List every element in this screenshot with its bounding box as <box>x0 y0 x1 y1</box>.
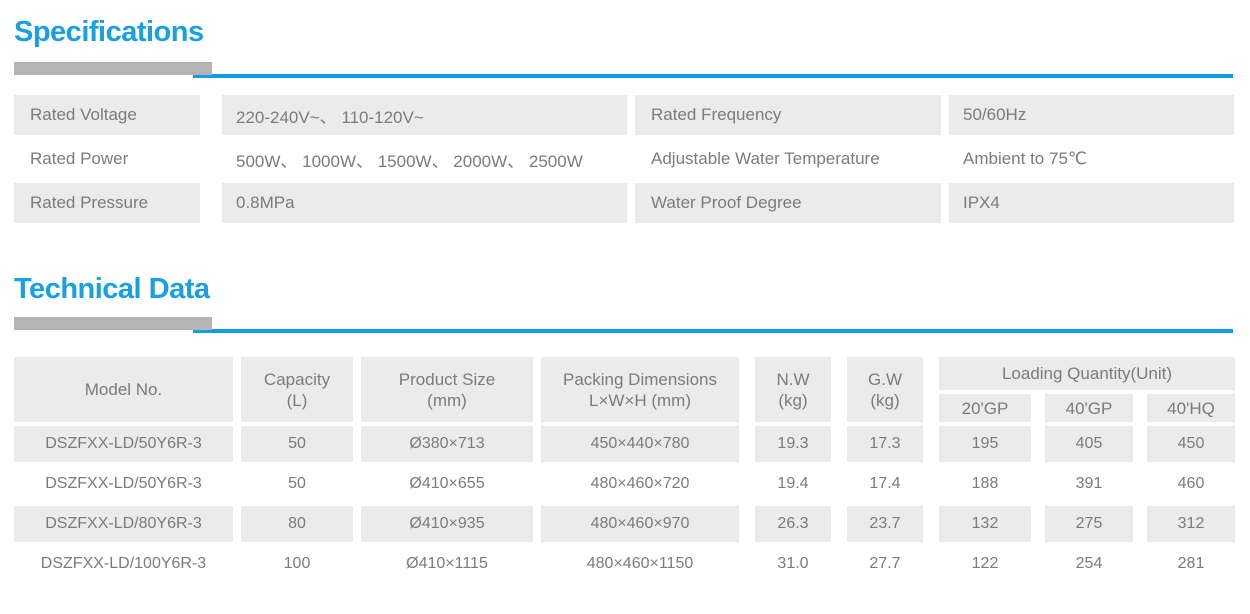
specifications-section-title: Specifications <box>14 16 204 48</box>
col-header-capacity: Capacity (L) <box>241 357 353 422</box>
cell-gross-weight: 27.7 <box>847 546 923 582</box>
header-line: (kg) <box>870 390 900 410</box>
spec-label: Rated Power <box>14 139 200 179</box>
divider-gray-bar <box>14 317 212 330</box>
header-line: (L) <box>286 390 308 410</box>
col-header-40hq: 40'HQ <box>1147 394 1235 422</box>
cell-product-size: Ø410×935 <box>361 506 533 542</box>
cell-net-weight: 26.3 <box>755 506 831 542</box>
header-line: Packing Dimensions <box>562 369 717 389</box>
spec-value: 0.8MPa <box>222 183 627 223</box>
cell-product-size: Ø410×1115 <box>361 546 533 582</box>
header-line: Capacity <box>263 369 331 389</box>
col-header-20gp: 20'GP <box>939 394 1031 422</box>
cell-net-weight: 19.3 <box>755 426 831 462</box>
cell-40hq: 460 <box>1147 466 1235 502</box>
cell-20gp: 195 <box>939 426 1031 462</box>
cell-packing-dimensions: 450×440×780 <box>541 426 739 462</box>
col-header-40gp: 40'GP <box>1045 394 1133 422</box>
header-line: (mm) <box>427 390 467 410</box>
cell-packing-dimensions: 480×460×1150 <box>541 546 739 582</box>
divider-gray-bar <box>14 62 212 75</box>
header-line: G.W <box>868 369 902 389</box>
spec-label: Rated Voltage <box>14 95 200 135</box>
header-line: 40'HQ <box>1167 398 1215 418</box>
header-line: N.W <box>776 369 810 389</box>
cell-40gp: 405 <box>1045 426 1133 462</box>
cell-gross-weight: 17.4 <box>847 466 923 502</box>
cell-gross-weight: 23.7 <box>847 506 923 542</box>
col-header-gross-weight: G.W (kg) <box>847 357 923 422</box>
spec-value: 500W、 1000W、 1500W、 2000W、 2500W <box>222 139 627 179</box>
spec-label: Adjustable Water Temperature <box>635 139 941 179</box>
col-header-product-size: Product Size (mm) <box>361 357 533 422</box>
col-header-loading-quantity: Loading Quantity(Unit) <box>939 357 1235 390</box>
specifications-section-divider <box>14 62 1233 79</box>
cell-capacity: 50 <box>241 466 353 502</box>
cell-model-no: DSZFXX-LD/100Y6R-3 <box>14 546 233 582</box>
technical-data-section-divider <box>14 317 1233 334</box>
header-line: 40'GP <box>1065 398 1113 418</box>
technical-data-section-title: Technical Data <box>14 273 210 305</box>
cell-model-no: DSZFXX-LD/50Y6R-3 <box>14 426 233 462</box>
spec-label: Rated Frequency <box>635 95 941 135</box>
cell-40hq: 450 <box>1147 426 1235 462</box>
cell-net-weight: 19.4 <box>755 466 831 502</box>
header-line: Loading Quantity(Unit) <box>1001 364 1173 383</box>
header-line: (kg) <box>778 390 808 410</box>
spec-label: Rated Pressure <box>14 183 200 223</box>
cell-net-weight: 31.0 <box>755 546 831 582</box>
cell-capacity: 50 <box>241 426 353 462</box>
divider-blue-line <box>193 74 1233 78</box>
cell-capacity: 100 <box>241 546 353 582</box>
cell-product-size: Ø410×655 <box>361 466 533 502</box>
spec-value: 50/60Hz <box>949 95 1234 135</box>
header-line: Model No. <box>84 380 163 399</box>
spec-value: Ambient to 75℃ <box>949 139 1234 179</box>
cell-40gp: 391 <box>1045 466 1133 502</box>
cell-40hq: 312 <box>1147 506 1235 542</box>
cell-20gp: 122 <box>939 546 1031 582</box>
cell-model-no: DSZFXX-LD/80Y6R-3 <box>14 506 233 542</box>
cell-gross-weight: 17.3 <box>847 426 923 462</box>
header-line: 20'GP <box>961 398 1009 418</box>
col-header-model-no: Model No. <box>14 357 233 422</box>
cell-packing-dimensions: 480×460×970 <box>541 506 739 542</box>
cell-20gp: 188 <box>939 466 1031 502</box>
specifications-table: Rated Voltage 220-240V~、 110-120V~ Rated… <box>14 95 1234 223</box>
cell-40hq: 281 <box>1147 546 1235 582</box>
cell-packing-dimensions: 480×460×720 <box>541 466 739 502</box>
technical-data-table: Model No. Capacity (L) Product Size (mm)… <box>14 357 1235 582</box>
divider-blue-line <box>193 329 1233 333</box>
header-line: L×W×H (mm) <box>589 390 691 410</box>
spec-value: IPX4 <box>949 183 1234 223</box>
col-header-packing-dimensions: Packing Dimensions L×W×H (mm) <box>541 357 739 422</box>
cell-40gp: 275 <box>1045 506 1133 542</box>
cell-40gp: 254 <box>1045 546 1133 582</box>
header-line: Product Size <box>398 369 496 389</box>
col-header-net-weight: N.W (kg) <box>755 357 831 422</box>
cell-model-no: DSZFXX-LD/50Y6R-3 <box>14 466 233 502</box>
cell-20gp: 132 <box>939 506 1031 542</box>
cell-capacity: 80 <box>241 506 353 542</box>
cell-product-size: Ø380×713 <box>361 426 533 462</box>
spec-label: Water Proof Degree <box>635 183 941 223</box>
spec-value: 220-240V~、 110-120V~ <box>222 95 627 135</box>
